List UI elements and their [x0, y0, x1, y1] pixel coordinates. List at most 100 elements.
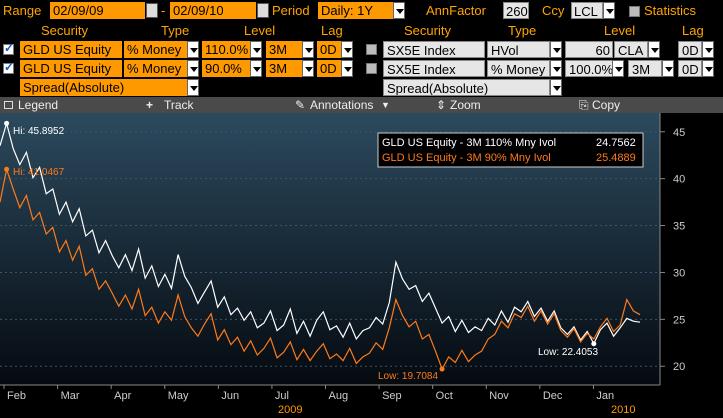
- series1-type-dropdown-icon[interactable]: [187, 41, 199, 58]
- track-button[interactable]: Track: [164, 98, 194, 112]
- chart-area[interactable]: 20 25 30 35 40 45 Feb Mar Apr May Jun Jul Aug Sep Oct…: [0, 113, 723, 418]
- spread-left-select[interactable]: Spread(Absolute): [20, 79, 187, 96]
- series1-level-dropdown-icon[interactable]: [250, 41, 262, 58]
- series1-type-select[interactable]: % Money: [124, 41, 187, 58]
- chevron-down-icon[interactable]: ▼: [381, 100, 390, 110]
- legend-frame: [377, 132, 644, 168]
- series4-tenor-dropdown-icon[interactable]: [662, 60, 674, 77]
- x-tick-label: Dec: [543, 390, 563, 402]
- series3-type-select[interactable]: HVol: [487, 41, 550, 58]
- zoom-icon[interactable]: ⇕: [436, 98, 447, 112]
- header-type-left: Type: [161, 23, 190, 38]
- ccy-select[interactable]: LCL: [571, 2, 603, 19]
- period-dropdown-icon[interactable]: [393, 2, 405, 19]
- annotations-button[interactable]: Annotations: [310, 98, 374, 112]
- legend-icon[interactable]: [4, 101, 13, 109]
- y-tick-label: 40: [673, 174, 685, 186]
- legend-box[interactable]: GLD US Equity - 3M 110% Mny Ivol 24.7562…: [377, 132, 644, 168]
- x-tick-label: Feb: [7, 390, 26, 402]
- header-lag-left: Lag: [321, 23, 343, 38]
- series3-lag-dropdown-icon[interactable]: [702, 41, 714, 58]
- date-dash: -: [161, 3, 166, 18]
- series1-checkbox[interactable]: [3, 41, 14, 55]
- series1-security-field[interactable]: GLD US Equity: [20, 41, 122, 58]
- calendar-icon[interactable]: [257, 3, 269, 18]
- series1-lag-field[interactable]: 0D: [317, 41, 341, 58]
- ccy-label: Ccy: [542, 3, 565, 18]
- series4-level-field[interactable]: 100.0%: [565, 60, 613, 77]
- start-date-field[interactable]: 02/09/09: [50, 2, 145, 19]
- series4-security-field[interactable]: SX5E Index: [383, 60, 485, 77]
- plus-icon[interactable]: +: [146, 98, 154, 112]
- spread-right-dropdown-icon[interactable]: [550, 79, 562, 96]
- series-line-2: [0, 166, 641, 371]
- zoom-button[interactable]: Zoom: [450, 98, 481, 112]
- series3-lag-field[interactable]: 0D: [678, 41, 702, 58]
- series2-lag-field[interactable]: 0D: [317, 60, 341, 77]
- series3-security-field[interactable]: SX5E Index: [383, 41, 485, 58]
- x-axis: Feb Mar Apr May Jun Jul Aug Sep Oct Nov Dec Jan: [3, 385, 614, 402]
- legend-series1-name: GLD US Equity - 3M 110% Mny Ivol: [382, 137, 556, 149]
- extreme-marker: [4, 166, 10, 172]
- y-axis: 20 25 30 35 40 45: [660, 127, 685, 373]
- series2-checkbox[interactable]: [3, 60, 14, 74]
- x-tick-label: Jun: [221, 390, 239, 402]
- series3-type-dropdown-icon[interactable]: [550, 41, 562, 58]
- legend-button[interactable]: Legend: [18, 98, 59, 112]
- series4-type-dropdown-icon[interactable]: [550, 60, 562, 77]
- x-tick-label: May: [168, 390, 189, 402]
- series4-lag-dropdown-icon[interactable]: [702, 60, 714, 77]
- annfactor-field[interactable]: 260: [503, 2, 529, 19]
- series2-type-dropdown-icon[interactable]: [187, 60, 199, 77]
- series3-level-field[interactable]: 60: [565, 41, 613, 58]
- legend-series2-name: GLD US Equity - 3M 90% Mny Ivol: [382, 152, 551, 164]
- low-annotation-series1: Low: 22.4053: [538, 347, 598, 358]
- chart-toolbar: Legend + Track ✎ Annotations ▼ ⇕ Zoom ⎘ …: [0, 97, 723, 113]
- y-tick-label: 45: [673, 127, 685, 139]
- calendar-icon[interactable]: [146, 3, 158, 18]
- series4-type-select[interactable]: % Money: [487, 60, 550, 77]
- series4-lag-field[interactable]: 0D: [678, 60, 702, 77]
- series2-level-field[interactable]: 90.0%: [202, 60, 250, 77]
- spread-right-select[interactable]: Spread(Absolute): [383, 79, 550, 96]
- extreme-marker: [4, 120, 10, 126]
- year-label-2009: 2009: [278, 404, 302, 416]
- header-level-left: Level: [244, 23, 276, 38]
- series3-tenor-select[interactable]: CLA: [614, 41, 648, 58]
- series1-tenor-dropdown-icon[interactable]: [302, 41, 314, 58]
- x-tick-label: Apr: [114, 390, 131, 402]
- grid-lines: [0, 131, 660, 367]
- pencil-icon[interactable]: ✎: [295, 98, 306, 112]
- series1-lag-dropdown-icon[interactable]: [341, 41, 353, 58]
- x-tick-label: Nov: [489, 390, 509, 402]
- hi-annotation-series2: Hi: 41.0467: [13, 167, 65, 178]
- series2-type-select[interactable]: % Money: [124, 60, 187, 77]
- series2-level-dropdown-icon[interactable]: [250, 60, 262, 77]
- spread-left-dropdown-icon[interactable]: [187, 79, 199, 96]
- series1-level-field[interactable]: 110.0%: [202, 41, 250, 58]
- end-date-field[interactable]: 02/09/10: [170, 2, 256, 19]
- volatility-chart[interactable]: 20 25 30 35 40 45 Feb Mar Apr May Jun Jul Aug Sep Oct…: [0, 113, 723, 418]
- series3-checkbox[interactable]: [366, 44, 377, 55]
- annfactor-label: AnnFactor: [426, 3, 486, 18]
- ccy-dropdown-icon[interactable]: [603, 2, 615, 19]
- y-tick-label: 30: [673, 267, 685, 279]
- series2-tenor-dropdown-icon[interactable]: [302, 60, 314, 77]
- series4-tenor-select[interactable]: 3M: [628, 60, 662, 77]
- legend-series1-value: 24.7562: [596, 137, 636, 149]
- copy-icon[interactable]: ⎘: [579, 98, 589, 112]
- x-tick-label: Jan: [596, 390, 614, 402]
- extreme-marker: [439, 366, 445, 372]
- series2-tenor-select[interactable]: 3M: [266, 60, 302, 77]
- series4-level-dropdown-icon[interactable]: [612, 60, 624, 77]
- series1-tenor-select[interactable]: 3M: [266, 41, 302, 58]
- statistics-checkbox[interactable]: [629, 6, 640, 17]
- period-select[interactable]: Daily: 1Y: [318, 2, 394, 19]
- y-tick-label: 35: [673, 221, 685, 233]
- series2-security-field[interactable]: GLD US Equity: [20, 60, 122, 77]
- series3-tenor-dropdown-icon[interactable]: [648, 41, 660, 58]
- series4-checkbox[interactable]: [366, 63, 377, 74]
- series2-lag-dropdown-icon[interactable]: [341, 60, 353, 77]
- range-bar: Range 02/09/09 - 02/09/10 Period Daily: …: [0, 1, 723, 20]
- copy-button[interactable]: Copy: [592, 98, 621, 112]
